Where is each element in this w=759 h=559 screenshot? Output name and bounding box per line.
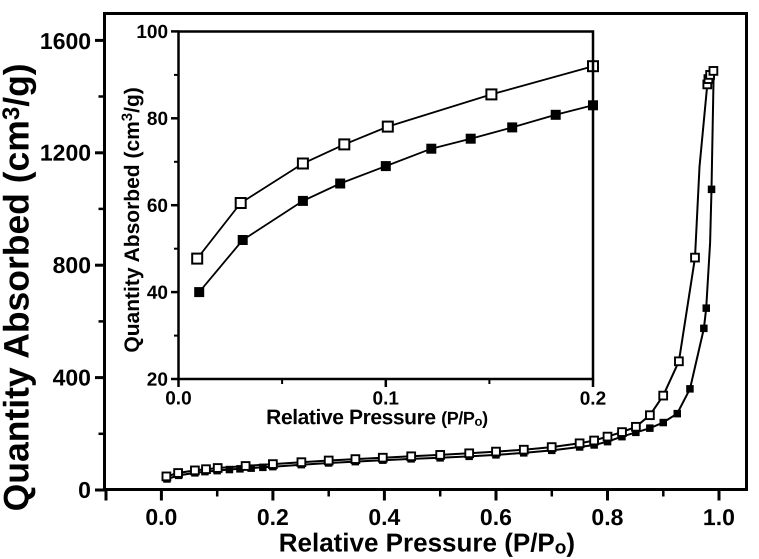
svg-text:Quantity Absorbed (cm3/g): Quantity Absorbed (cm3/g) [0,63,37,511]
svg-text:800: 800 [53,252,91,278]
svg-text:0.2: 0.2 [580,389,606,410]
svg-text:0.4: 0.4 [368,504,400,530]
svg-text:0.2: 0.2 [257,504,289,530]
svg-text:0.1: 0.1 [373,388,400,409]
svg-text:20: 20 [147,370,168,391]
svg-text:1200: 1200 [40,140,91,166]
svg-text:40: 40 [147,283,168,304]
svg-text:0: 0 [78,477,91,503]
svg-text:Relative Pressure (P/Po): Relative Pressure (P/Po) [266,406,488,429]
svg-text:0.6: 0.6 [480,504,512,530]
svg-text:100: 100 [136,22,168,43]
svg-text:1600: 1600 [40,28,91,54]
svg-text:0.0: 0.0 [145,504,177,530]
svg-text:400: 400 [53,364,91,390]
svg-text:Relative Pressure (P/Po): Relative Pressure (P/Po) [279,527,575,558]
svg-text:0.8: 0.8 [591,504,623,530]
svg-text:60: 60 [147,196,168,217]
svg-text:0.0: 0.0 [165,388,191,409]
svg-text:Quantity Absorbed (cm3/g): Quantity Absorbed (cm3/g) [119,87,144,352]
svg-text:80: 80 [147,109,168,130]
svg-text:1.0: 1.0 [703,504,735,530]
